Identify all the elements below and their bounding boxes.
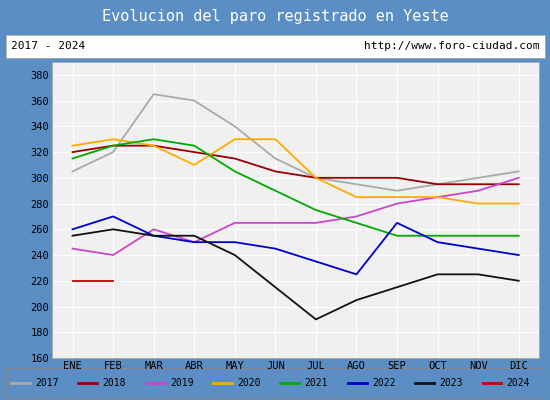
Text: 2020: 2020 (237, 378, 261, 388)
Text: http://www.foro-ciudad.com: http://www.foro-ciudad.com (364, 41, 539, 51)
Text: 2021: 2021 (305, 378, 328, 388)
Text: Evolucion del paro registrado en Yeste: Evolucion del paro registrado en Yeste (102, 10, 448, 24)
Text: 2024: 2024 (507, 378, 530, 388)
Text: 2023: 2023 (439, 378, 463, 388)
Text: 2017: 2017 (35, 378, 59, 388)
Text: 2017 - 2024: 2017 - 2024 (11, 41, 85, 51)
Text: 2022: 2022 (372, 378, 395, 388)
Text: 2018: 2018 (102, 378, 126, 388)
Text: 2019: 2019 (170, 378, 194, 388)
